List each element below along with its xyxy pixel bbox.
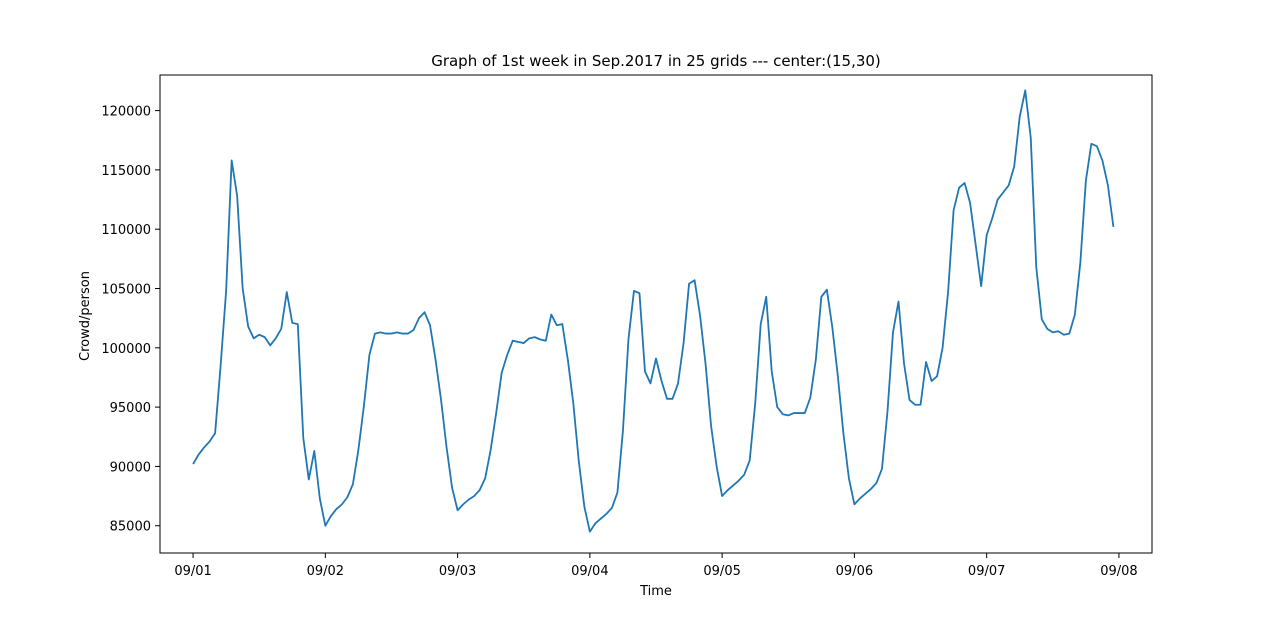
x-tick-label: 09/02 <box>307 564 344 579</box>
chart-title: Graph of 1st week in Sep.2017 in 25 grid… <box>431 52 881 70</box>
x-axis-title: Time <box>639 584 672 599</box>
plot-frame <box>159 74 1153 554</box>
x-tick-label: 09/05 <box>703 564 740 579</box>
y-tick-label: 95000 <box>110 401 151 416</box>
y-tick-label: 120000 <box>101 105 151 120</box>
series-line <box>192 89 1115 533</box>
x-tick-label: 09/01 <box>174 564 211 579</box>
x-axis: 09/01 09/02 09/03 09/04 09/05 09/06 09/07 09/08 <box>174 553 1138 579</box>
y-tick-label: 90000 <box>110 460 151 475</box>
y-axis-title: Crowd/person <box>78 271 93 361</box>
y-axis: 85000 90000 95000 100000 105000 110000 115000 1… <box>101 105 160 535</box>
y-tick-label: 100000 <box>101 342 151 357</box>
series-layer <box>192 89 1115 533</box>
y-tick-label: 115000 <box>101 164 151 179</box>
x-tick-label: 09/07 <box>968 564 1005 579</box>
y-tick-label: 105000 <box>101 282 151 297</box>
x-tick-label: 09/06 <box>836 564 873 579</box>
y-tick-label: 110000 <box>101 223 151 238</box>
x-tick-label: 09/08 <box>1100 564 1137 579</box>
y-tick-label: 85000 <box>110 520 151 535</box>
x-tick-label: 09/04 <box>571 564 608 579</box>
x-tick-label: 09/03 <box>439 564 476 579</box>
